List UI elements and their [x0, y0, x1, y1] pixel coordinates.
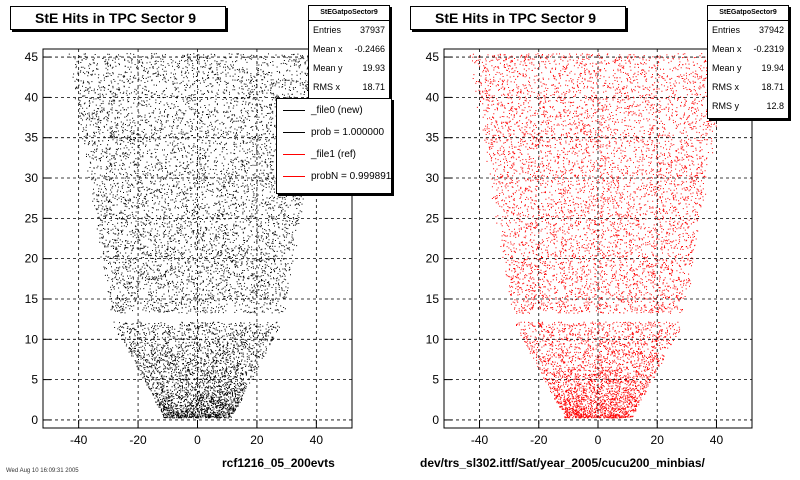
right-footer-label: dev/trs_sl302.ittf/Sat/year_2005/cucu200…	[420, 456, 705, 470]
left-footer-label: rcf1216_05_200evts	[222, 456, 335, 470]
y-tick-label: 25	[25, 211, 39, 225]
stats-row: Mean y 19.93	[309, 59, 389, 78]
y-tick-label: 15	[426, 292, 440, 306]
legend-swatch	[283, 109, 305, 111]
stats-label: RMS x	[313, 82, 340, 92]
y-tick-label: 10	[25, 332, 39, 346]
legend-swatch	[283, 153, 305, 155]
x-tick-label: 40	[310, 433, 324, 447]
scatter-plot-right: -40 -20 0 20 40 0 5 10 15 20 25 30 35 40 45	[426, 48, 753, 447]
legend-entry: _file0 (new)	[277, 99, 391, 121]
stats-label: Mean y	[313, 63, 343, 73]
y-tick-label: 45	[25, 50, 39, 64]
stats-row: Mean y 19.94	[708, 59, 788, 78]
stats-value: 19.93	[362, 63, 385, 73]
stats-value: 18.71	[761, 82, 784, 92]
stats-row: Entries 37942	[708, 21, 788, 40]
stats-value: -0.2466	[354, 44, 385, 54]
stats-row: RMS y 12.8	[708, 97, 788, 116]
legend-swatch	[283, 131, 305, 133]
stats-label: Mean x	[712, 44, 742, 54]
legend-label: _file0 (new)	[311, 104, 363, 116]
legend-label: _file1 (ref)	[311, 148, 357, 160]
y-tick-label: 20	[426, 252, 440, 266]
y-tick-label: 30	[25, 171, 39, 185]
y-tick-label: 35	[426, 131, 440, 145]
x-tick-label: -40	[70, 433, 88, 447]
corner-note: Wed Aug 10 16:09:31 2005	[6, 468, 79, 474]
x-tick-label: -40	[471, 433, 489, 447]
stats-value: 37937	[359, 25, 385, 35]
y-tick-label: 0	[432, 413, 439, 427]
legend-entry: prob = 1.000000	[277, 121, 391, 143]
y-tick-label: 35	[25, 131, 39, 145]
stats-row: RMS x 18.71	[708, 78, 788, 97]
stats-row: Mean x -0.2319	[708, 40, 788, 59]
legend: _file0 (new) prob = 1.000000 _file1 (ref…	[276, 98, 392, 194]
x-tick-label: 40	[710, 433, 724, 447]
y-tick-label: 40	[25, 90, 39, 104]
stats-value: 19.94	[761, 63, 784, 73]
stats-label: Mean y	[712, 63, 742, 73]
x-tick-label: -20	[530, 433, 548, 447]
x-tick-label: 20	[250, 433, 264, 447]
y-tick-label: 40	[426, 90, 440, 104]
y-tick-label: 5	[432, 373, 439, 387]
legend-entry: _file1 (ref)	[277, 143, 391, 165]
right-stats-name: StEGatpoSector9	[708, 6, 788, 21]
legend-entry: probN = 0.999891	[277, 165, 391, 187]
stats-label: RMS x	[712, 82, 739, 92]
y-tick-label: 5	[31, 373, 38, 387]
x-tick-label: 0	[595, 433, 602, 447]
legend-label: probN = 0.999891	[311, 170, 392, 182]
stats-value: 37942	[758, 25, 784, 35]
stats-row: RMS x 18.71	[309, 78, 389, 97]
stats-row: Mean x -0.2466	[309, 40, 389, 59]
legend-swatch	[283, 175, 305, 177]
y-tick-label: 45	[426, 50, 440, 64]
stats-value: -0.2319	[753, 44, 784, 54]
stats-row: Entries 37937	[309, 21, 389, 40]
x-tick-label: 0	[194, 433, 201, 447]
stats-value: 18.71	[362, 82, 385, 92]
y-tick-label: 30	[426, 171, 440, 185]
y-tick-label: 10	[426, 332, 440, 346]
left-stats-name: StEGatpoSector9	[309, 6, 389, 21]
y-tick-label: 20	[25, 252, 39, 266]
stats-label: Entries	[313, 25, 342, 35]
stats-value: 12.8	[766, 101, 784, 111]
right-stats-box: StEGatpoSector9 Entries 37942 Mean x -0.…	[707, 5, 789, 119]
stats-label: Entries	[712, 25, 741, 35]
x-tick-label: -20	[129, 433, 147, 447]
left-title: StE Hits in TPC Sector 9	[10, 6, 226, 30]
y-tick-label: 0	[31, 413, 38, 427]
right-title: StE Hits in TPC Sector 9	[410, 6, 626, 30]
y-tick-label: 25	[426, 211, 440, 225]
stats-label: RMS y	[712, 101, 739, 111]
left-stats-box: StEGatpoSector9 Entries 37937 Mean x -0.…	[308, 5, 390, 101]
plot-frame	[443, 48, 753, 429]
y-tick-label: 15	[25, 292, 39, 306]
stats-label: Mean x	[313, 44, 343, 54]
legend-label: prob = 1.000000	[311, 126, 385, 138]
x-tick-label: 20	[651, 433, 665, 447]
